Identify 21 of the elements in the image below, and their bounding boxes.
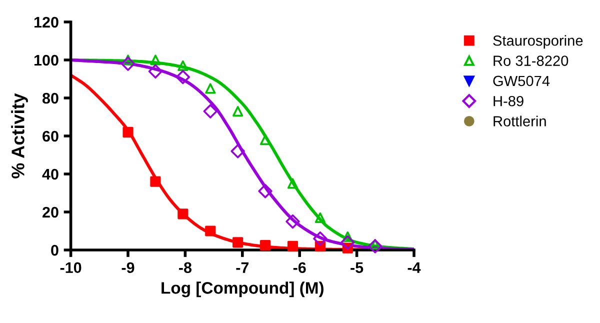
legend-label: Rottlerin: [494, 116, 546, 126]
x-tick-label: -10: [60, 262, 82, 274]
y-tick-label: 40: [42, 168, 58, 180]
y-tick-label: 120: [34, 16, 58, 28]
x-tick-label: -4: [408, 262, 421, 273]
y-axis-title: % Activity: [11, 93, 28, 178]
x-tick-label: -6: [293, 262, 306, 274]
x-tick-label: -5: [350, 262, 364, 274]
legend-label: H-89: [494, 96, 524, 106]
x-tick-label: -8: [179, 262, 192, 274]
legend-label: GW5074: [493, 76, 550, 86]
x-tick-label: -9: [122, 262, 134, 274]
y-tick-label: 20: [42, 206, 58, 218]
legend-label: Ro 31-8220: [494, 56, 568, 66]
legend-label: Staurosporine: [493, 35, 583, 49]
y-tick-label: 80: [42, 92, 58, 104]
x-tick-label: -7: [236, 262, 249, 273]
y-tick-label: 0: [51, 244, 58, 256]
y-tick-label: 60: [42, 130, 58, 142]
x-axis-title: Log [Compound] (M): [162, 282, 324, 298]
y-tick-label: 100: [34, 54, 58, 66]
